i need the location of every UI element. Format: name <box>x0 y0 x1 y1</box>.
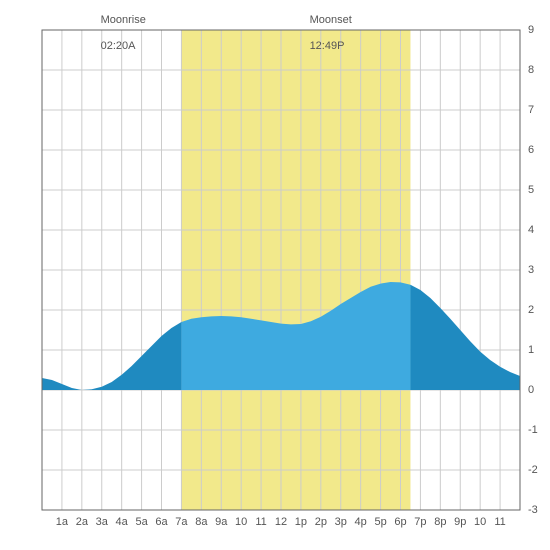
x-tick-label: 10 <box>235 516 247 528</box>
x-tick-label: 7a <box>175 516 187 528</box>
moonrise-title: Moonrise <box>101 14 146 26</box>
moonset-label: Moonset 12:49P <box>297 1 351 66</box>
y-tick-label: 0 <box>528 384 548 396</box>
moonrise-time: 02:20A <box>101 40 136 52</box>
y-tick-label: 3 <box>528 264 548 276</box>
y-tick-label: 7 <box>528 104 548 116</box>
moonrise-label: Moonrise 02:20A <box>88 1 145 66</box>
x-tick-label: 8p <box>434 516 446 528</box>
x-tick-label: 1p <box>295 516 307 528</box>
y-tick-label: 1 <box>528 344 548 356</box>
x-tick-label: 6a <box>155 516 167 528</box>
y-tick-label: -2 <box>528 464 548 476</box>
x-tick-label: 5p <box>374 516 386 528</box>
x-tick-label: 11 <box>255 516 266 528</box>
moonset-title: Moonset <box>310 14 352 26</box>
x-tick-label: 3p <box>335 516 347 528</box>
x-tick-label: 10 <box>474 516 486 528</box>
x-tick-label: 7p <box>414 516 426 528</box>
y-tick-label: -1 <box>528 424 548 436</box>
x-tick-label: 11 <box>494 516 505 528</box>
x-tick-label: 1a <box>56 516 68 528</box>
tide-chart: Moonrise 02:20A Moonset 12:49P -3-2-1012… <box>0 0 550 550</box>
x-tick-label: 5a <box>135 516 147 528</box>
y-tick-label: 9 <box>528 24 548 36</box>
x-tick-label: 9a <box>215 516 227 528</box>
y-tick-label: 6 <box>528 144 548 156</box>
x-tick-label: 6p <box>394 516 406 528</box>
y-tick-label: -3 <box>528 504 548 516</box>
x-tick-label: 8a <box>195 516 207 528</box>
y-tick-label: 5 <box>528 184 548 196</box>
y-tick-label: 8 <box>528 64 548 76</box>
x-tick-label: 4a <box>116 516 128 528</box>
x-tick-label: 4p <box>355 516 367 528</box>
x-tick-label: 3a <box>96 516 108 528</box>
x-tick-label: 9p <box>454 516 466 528</box>
moonset-time: 12:49P <box>310 40 345 52</box>
y-tick-label: 4 <box>528 224 548 236</box>
y-tick-label: 2 <box>528 304 548 316</box>
x-tick-label: 2a <box>76 516 88 528</box>
chart-canvas <box>0 0 550 550</box>
x-tick-label: 12 <box>275 516 287 528</box>
x-tick-label: 2p <box>315 516 327 528</box>
